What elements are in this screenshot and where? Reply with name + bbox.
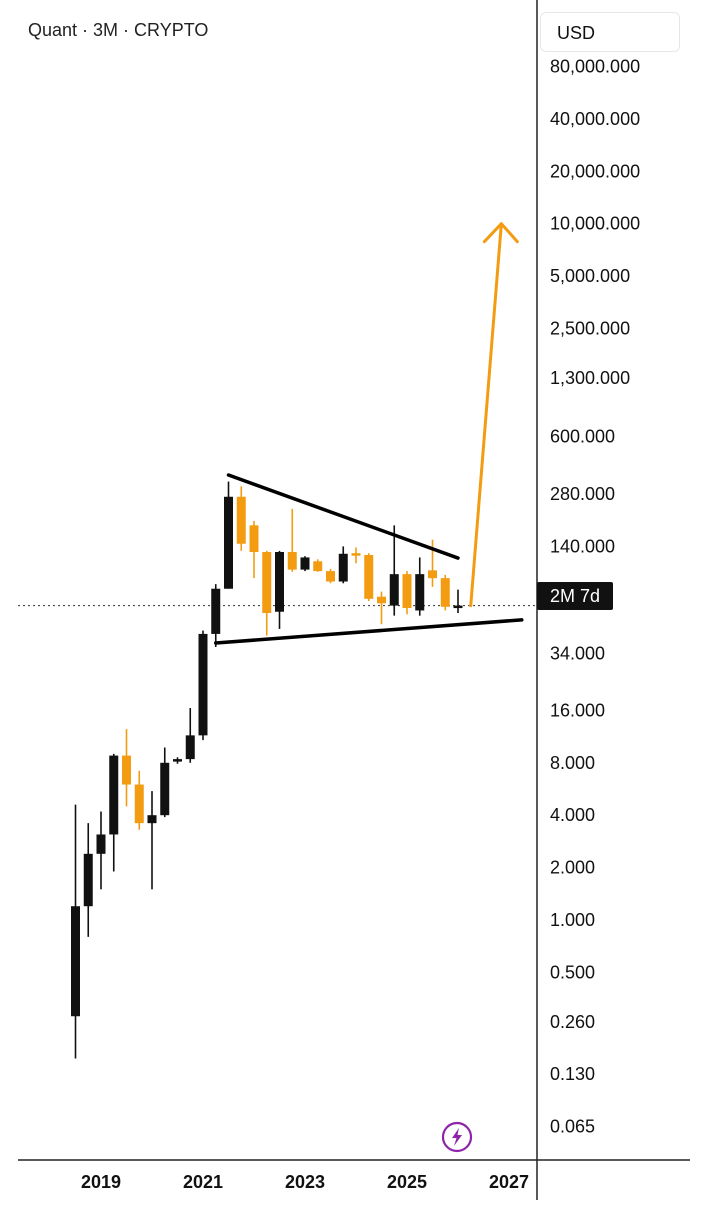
- candle-body: [236, 496, 246, 544]
- candle: [211, 584, 221, 648]
- candle-body: [389, 574, 399, 606]
- y-tick-label: 1,300.000: [550, 368, 630, 388]
- y-tick-label: 4.000: [550, 805, 595, 825]
- candle: [338, 546, 348, 584]
- candle-body: [275, 552, 284, 612]
- y-tick-label: 280.000: [550, 484, 615, 504]
- candle-body: [287, 552, 297, 570]
- y-tick-label: 0.065: [550, 1117, 595, 1137]
- candle-body: [160, 762, 170, 816]
- candle: [109, 753, 119, 872]
- candle-body: [109, 755, 119, 835]
- candle-body: [262, 552, 272, 614]
- y-tick-label: 10,000.000: [550, 214, 640, 234]
- candle-body: [351, 553, 361, 556]
- projection-arrow-shaft[interactable]: [469, 222, 503, 608]
- candle-body: [402, 574, 412, 608]
- y-tick-label: 8.000: [550, 753, 595, 773]
- candle-body: [326, 571, 335, 582]
- y-tick-label: 1.000: [550, 910, 595, 930]
- candle-body: [134, 784, 144, 824]
- y-tick-label: 600.000: [550, 426, 615, 446]
- candle-body: [338, 553, 348, 582]
- candle-body: [377, 596, 386, 604]
- candle-body: [122, 755, 131, 785]
- candle: [415, 557, 425, 616]
- candle: [300, 556, 310, 572]
- trendline-lower[interactable]: [214, 618, 524, 645]
- candle: [262, 550, 272, 636]
- candle: [185, 708, 195, 763]
- x-tick-label: 2023: [285, 1172, 325, 1192]
- currency-selector[interactable]: USD: [540, 12, 680, 52]
- candle-body: [453, 605, 463, 609]
- candle: [147, 791, 157, 890]
- candle: [134, 770, 144, 830]
- candle: [440, 574, 450, 611]
- candle: [377, 591, 386, 625]
- candle-body: [313, 561, 323, 572]
- candle: [71, 804, 80, 1059]
- candle-body: [147, 815, 157, 824]
- x-tick-label: 2021: [183, 1172, 223, 1192]
- candle-body: [300, 557, 310, 570]
- y-tick-label: 16.000: [550, 700, 605, 720]
- candle-body: [96, 834, 106, 854]
- y-tick-label: 2,500.000: [550, 319, 630, 339]
- y-tick-label: 20,000.000: [550, 161, 640, 181]
- candle-body: [249, 525, 259, 553]
- x-tick-label: 2027: [489, 1172, 529, 1192]
- candle-body: [440, 578, 450, 607]
- candle: [83, 823, 93, 937]
- y-tick-label: 34.000: [550, 643, 605, 663]
- lightning-bolt-icon[interactable]: [441, 1121, 473, 1153]
- candle: [236, 486, 246, 551]
- candle: [224, 481, 233, 589]
- candle-body: [364, 554, 374, 599]
- projection-arrow-head[interactable]: [482, 222, 519, 244]
- candle: [364, 553, 374, 602]
- y-tick-label: 0.260: [550, 1012, 595, 1032]
- candle: [313, 559, 323, 572]
- chart-title: Quant · 3M · CRYPTO: [28, 20, 209, 40]
- candle-body: [224, 496, 233, 589]
- price-countdown-tag: 2M 7d: [537, 582, 613, 610]
- candle-body: [173, 759, 182, 762]
- candle-body: [83, 853, 93, 907]
- candle: [96, 811, 106, 890]
- x-tick-label: 2019: [81, 1172, 121, 1192]
- candle: [249, 520, 259, 579]
- y-tick-label: 2.000: [550, 858, 595, 878]
- candle: [122, 729, 131, 807]
- y-tick-label: 80,000.000: [550, 56, 640, 76]
- trendline-upper[interactable]: [226, 473, 460, 560]
- y-tick-label: 140.000: [550, 536, 615, 556]
- candle-body: [185, 735, 195, 760]
- x-tick-label: 2025: [387, 1172, 427, 1192]
- candle: [198, 630, 208, 741]
- candle-body: [415, 574, 425, 611]
- candle-body: [428, 570, 437, 579]
- y-tick-label: 5,000.000: [550, 266, 630, 286]
- y-tick-label: 40,000.000: [550, 109, 640, 129]
- candle-body: [211, 588, 221, 634]
- candle: [173, 757, 182, 764]
- y-tick-label: 0.500: [550, 962, 595, 982]
- candle: [453, 589, 463, 614]
- candle: [351, 547, 361, 564]
- candle: [402, 571, 412, 615]
- candle: [389, 525, 399, 616]
- candle: [287, 508, 297, 572]
- candle-body: [71, 906, 80, 1017]
- candle: [326, 568, 335, 584]
- candle: [160, 747, 170, 818]
- y-tick-label: 0.130: [550, 1064, 595, 1084]
- candle-body: [198, 633, 208, 736]
- candle: [275, 550, 284, 629]
